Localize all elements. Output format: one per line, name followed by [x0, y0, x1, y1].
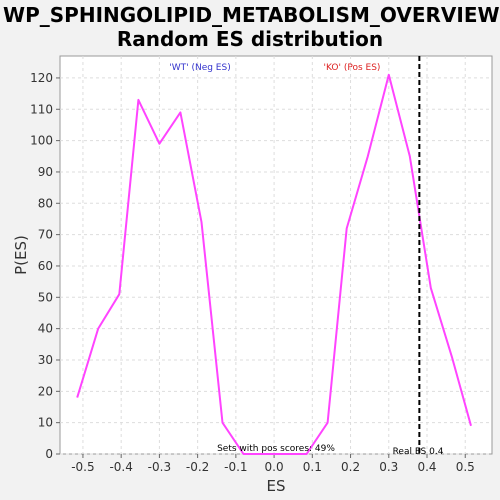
y-tick-label: 70 — [38, 228, 53, 242]
y-tick-label: 0 — [45, 447, 53, 461]
x-tick-label: 0.0 — [265, 460, 284, 474]
y-tick-label: 80 — [38, 196, 53, 210]
x-tick-label: 0.1 — [303, 460, 322, 474]
x-axis-ticks: -0.5 -0.4 -0.3 -0.2 -0.1 0.0 0.1 0.2 0.3 0.4 0.5 — [71, 454, 475, 474]
grid-lines — [60, 56, 492, 455]
y-tick-label: 10 — [38, 416, 53, 430]
x-tick-label: 0.3 — [379, 460, 398, 474]
y-tick-label: 50 — [38, 290, 53, 304]
y-tick-label: 110 — [30, 102, 53, 116]
sets-pos-scores-text: Sets with pos scores: 49% — [217, 444, 335, 454]
neg-es-label: 'WT' (Neg ES) — [169, 63, 230, 73]
chart-title-line2: Random ES distribution — [117, 27, 383, 51]
y-tick-label: 60 — [38, 259, 53, 273]
y-tick-label: 100 — [30, 134, 53, 148]
x-axis-label: ES — [267, 477, 286, 495]
x-tick-label: 0.4 — [417, 460, 436, 474]
series-layer — [76, 73, 472, 455]
pos-es-label: 'KO' (Pos ES) — [324, 63, 381, 73]
real-es-text: Real ES 0.4 — [393, 447, 444, 457]
x-tick-label: -0.3 — [148, 460, 171, 474]
x-tick-label: -0.2 — [186, 460, 209, 474]
x-tick-label: 0.5 — [456, 460, 475, 474]
y-tick-label: 30 — [38, 353, 53, 367]
chart-title-line1: WP_SPHINGOLIPID_METABOLISM_OVERVIEW: — [3, 3, 500, 27]
y-axis-label: P(ES) — [12, 235, 30, 275]
y-tick-label: 20 — [38, 384, 53, 398]
y-axis-ticks: 0 10 20 30 40 50 60 70 80 90 100 110 120 — [30, 71, 60, 461]
y-tick-label: 40 — [38, 322, 53, 336]
x-tick-label: -0.4 — [109, 460, 132, 474]
series-line — [76, 73, 472, 455]
x-tick-label: 0.2 — [341, 460, 360, 474]
x-tick-label: -0.1 — [224, 460, 247, 474]
y-tick-label: 120 — [30, 71, 53, 85]
x-tick-label: -0.5 — [71, 460, 94, 474]
y-tick-label: 90 — [38, 165, 53, 179]
